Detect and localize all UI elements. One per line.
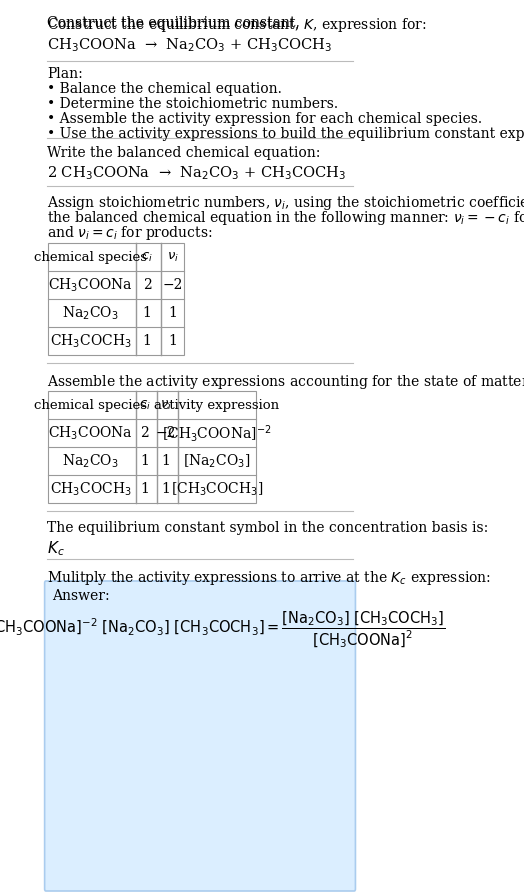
Text: $K_c = \mathrm{[CH_3COONa]^{-2}\ [Na_2CO_3]\ [CH_3COCH_3]}$$ = \dfrac{\mathrm{[N: $K_c = \mathrm{[CH_3COONa]^{-2}\ [Na_2CO…	[0, 609, 445, 649]
Text: Assemble the activity expressions accounting for the state of matter and $\nu_i$: Assemble the activity expressions accoun…	[47, 373, 524, 391]
Text: Plan:: Plan:	[47, 67, 83, 81]
Text: activity expression: activity expression	[155, 398, 279, 412]
Text: Answer:: Answer:	[52, 589, 110, 603]
Text: CH$_3$COONa: CH$_3$COONa	[48, 424, 133, 442]
Text: 1: 1	[161, 482, 170, 496]
Text: CH$_3$COONa: CH$_3$COONa	[48, 276, 133, 294]
Text: The equilibrium constant symbol in the concentration basis is:: The equilibrium constant symbol in the c…	[47, 521, 488, 535]
Text: 1: 1	[169, 334, 177, 348]
Text: 1: 1	[161, 454, 170, 468]
Text: • Determine the stoichiometric numbers.: • Determine the stoichiometric numbers.	[47, 97, 338, 111]
Text: • Balance the chemical equation.: • Balance the chemical equation.	[47, 82, 282, 96]
Text: 1: 1	[140, 482, 149, 496]
Text: the balanced chemical equation in the following manner: $\nu_i = -c_i$ for react: the balanced chemical equation in the fo…	[47, 209, 524, 227]
Text: 1: 1	[140, 454, 149, 468]
Text: Construct the equilibrium constant,: Construct the equilibrium constant,	[47, 16, 304, 30]
Text: Write the balanced chemical equation:: Write the balanced chemical equation:	[47, 146, 320, 160]
Text: • Assemble the activity expression for each chemical species.: • Assemble the activity expression for e…	[47, 112, 482, 126]
Text: • Use the activity expressions to build the equilibrium constant expression.: • Use the activity expressions to build …	[47, 127, 524, 141]
Text: −2: −2	[163, 278, 183, 292]
Text: 1: 1	[143, 334, 151, 348]
Text: $\nu_i$: $\nu_i$	[167, 250, 179, 263]
FancyBboxPatch shape	[45, 581, 355, 891]
Text: Mulitply the activity expressions to arrive at the $K_c$ expression:: Mulitply the activity expressions to arr…	[47, 569, 491, 587]
Text: Assign stoichiometric numbers, $\nu_i$, using the stoichiometric coefficients, $: Assign stoichiometric numbers, $\nu_i$, …	[47, 194, 524, 212]
Text: $K_c$: $K_c$	[47, 539, 65, 558]
Text: −2: −2	[156, 426, 176, 440]
Text: 2 CH$_3$COONa  →  Na$_2$CO$_3$ + CH$_3$COCH$_3$: 2 CH$_3$COONa → Na$_2$CO$_3$ + CH$_3$COC…	[47, 164, 346, 181]
Text: 2: 2	[140, 426, 149, 440]
Text: chemical species: chemical species	[34, 251, 147, 263]
Text: Construct the equilibrium constant, $K$, expression for:: Construct the equilibrium constant, $K$,…	[47, 16, 427, 34]
Text: Na$_2$CO$_3$: Na$_2$CO$_3$	[62, 305, 119, 321]
Text: [Na$_2$CO$_3$]: [Na$_2$CO$_3$]	[183, 452, 250, 470]
Text: 2: 2	[143, 278, 151, 292]
Text: 1: 1	[143, 306, 151, 320]
Text: CH$_3$COONa  →  Na$_2$CO$_3$ + CH$_3$COCH$_3$: CH$_3$COONa → Na$_2$CO$_3$ + CH$_3$COCH$…	[47, 36, 332, 54]
Text: [CH$_3$COONa]$^{-2}$: [CH$_3$COONa]$^{-2}$	[162, 422, 271, 444]
Text: 1: 1	[169, 306, 177, 320]
Bar	[48, 391, 256, 503]
Text: $c_i$: $c_i$	[139, 398, 150, 412]
Text: $\nu_i$: $\nu_i$	[160, 398, 172, 412]
Text: [CH$_3$COCH$_3$]: [CH$_3$COCH$_3$]	[171, 480, 263, 497]
Text: Na$_2$CO$_3$: Na$_2$CO$_3$	[62, 452, 119, 470]
Text: CH$_3$COCH$_3$: CH$_3$COCH$_3$	[50, 480, 131, 497]
Text: and $\nu_i = c_i$ for products:: and $\nu_i = c_i$ for products:	[47, 224, 213, 242]
Text: CH$_3$COCH$_3$: CH$_3$COCH$_3$	[50, 332, 131, 350]
Text: $c_i$: $c_i$	[141, 250, 153, 263]
Bar	[48, 243, 184, 355]
Text: chemical species: chemical species	[34, 398, 147, 412]
